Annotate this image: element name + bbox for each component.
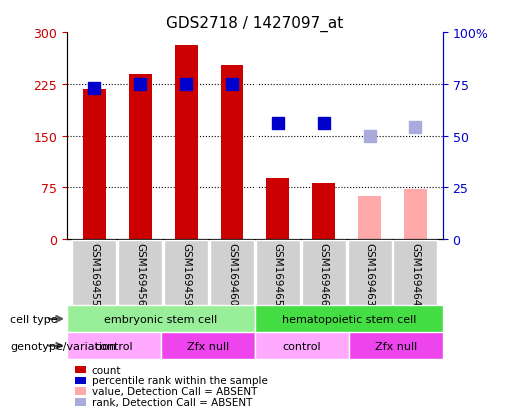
FancyBboxPatch shape (256, 241, 300, 306)
FancyBboxPatch shape (393, 241, 437, 306)
Bar (266, 179, 289, 240)
Text: rank, Detection Call = ABSENT: rank, Detection Call = ABSENT (92, 397, 252, 407)
Text: percentile rank within the sample: percentile rank within the sample (92, 375, 268, 385)
Text: hematopoietic stem cell: hematopoietic stem cell (282, 314, 416, 324)
FancyBboxPatch shape (67, 306, 255, 332)
Bar (404, 189, 427, 240)
Bar (175, 46, 198, 240)
Text: GSM169460: GSM169460 (227, 243, 237, 306)
Text: control: control (95, 341, 133, 351)
FancyBboxPatch shape (255, 306, 443, 332)
Bar (129, 74, 152, 240)
Bar (358, 196, 381, 240)
FancyBboxPatch shape (67, 332, 161, 359)
Text: value, Detection Call = ABSENT: value, Detection Call = ABSENT (92, 386, 257, 396)
Text: GSM169459: GSM169459 (181, 243, 191, 306)
Text: control: control (283, 341, 321, 351)
Text: GSM169464: GSM169464 (410, 243, 420, 306)
Text: count: count (92, 365, 121, 375)
FancyBboxPatch shape (302, 241, 346, 306)
FancyBboxPatch shape (348, 241, 391, 306)
Text: GSM169455: GSM169455 (90, 243, 99, 306)
FancyBboxPatch shape (73, 241, 116, 306)
Text: embryonic stem cell: embryonic stem cell (105, 314, 217, 324)
Text: GSM169463: GSM169463 (365, 243, 374, 306)
Text: cell type: cell type (10, 314, 58, 324)
FancyBboxPatch shape (349, 332, 443, 359)
Title: GDS2718 / 1427097_at: GDS2718 / 1427097_at (166, 16, 344, 32)
FancyBboxPatch shape (161, 332, 255, 359)
Bar (312, 183, 335, 240)
Bar (83, 90, 106, 240)
Bar (220, 65, 244, 240)
Text: Zfx null: Zfx null (187, 341, 229, 351)
Text: GSM169466: GSM169466 (319, 243, 329, 306)
Text: GSM169465: GSM169465 (273, 243, 283, 306)
FancyBboxPatch shape (255, 332, 349, 359)
Text: GSM169456: GSM169456 (135, 243, 145, 306)
FancyBboxPatch shape (118, 241, 162, 306)
FancyBboxPatch shape (164, 241, 208, 306)
Text: Zfx null: Zfx null (375, 341, 417, 351)
FancyBboxPatch shape (210, 241, 254, 306)
Text: genotype/variation: genotype/variation (10, 341, 116, 351)
